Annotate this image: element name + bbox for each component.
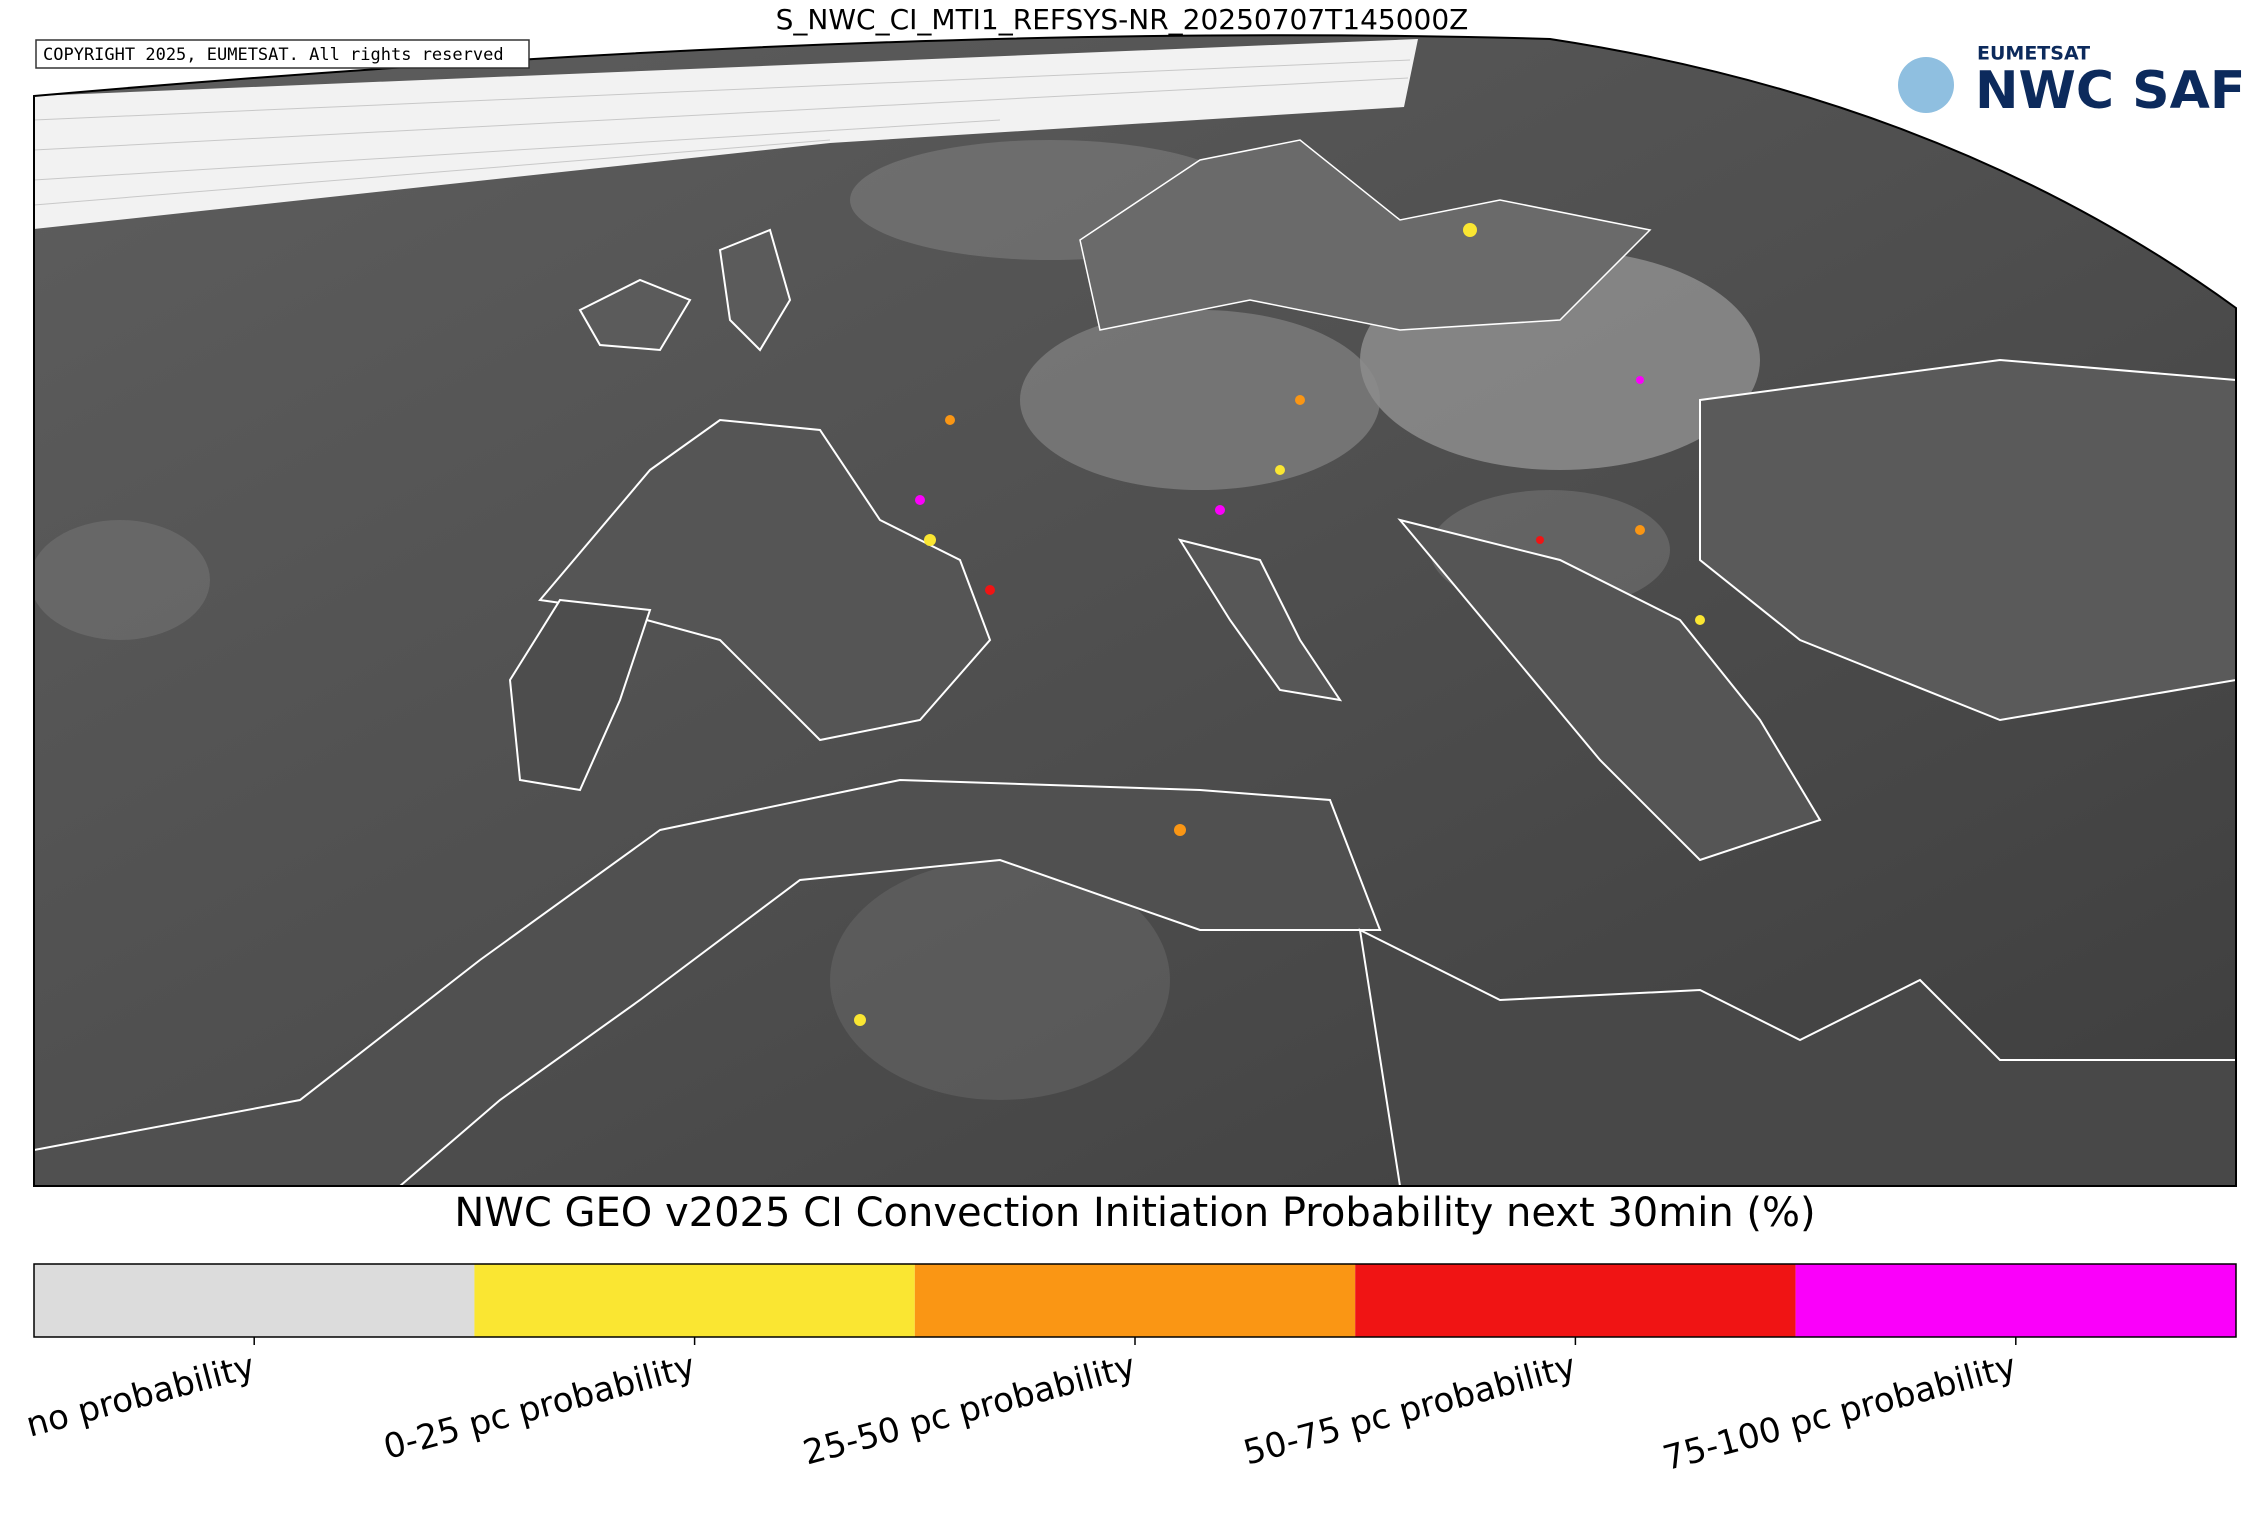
logo-name: NWC SAF bbox=[1975, 61, 2245, 121]
colorbar-segment bbox=[34, 1264, 475, 1337]
colorbar-label: 75-100 pc probability bbox=[1659, 1346, 2021, 1479]
colorbar-label: 0-25 pc probability bbox=[379, 1346, 699, 1468]
logo-org: EUMETSAT bbox=[1977, 43, 2090, 65]
colorbar-segment bbox=[1355, 1264, 1796, 1337]
colorbar-label: 25-50 pc probability bbox=[799, 1346, 1140, 1473]
colorbar-label: 50-75 pc probability bbox=[1239, 1346, 1580, 1473]
logo: EUMETSAT NWC SAF bbox=[1898, 43, 2245, 121]
map-title: S_NWC_CI_MTI1_REFSYS-NR_20250707T145000Z bbox=[776, 3, 1469, 36]
satellite-image bbox=[34, 35, 2236, 1187]
copyright: COPYRIGHT 2025, EUMETSAT. All rights res… bbox=[43, 45, 504, 65]
colorbar: no probability 0-25 pc probability 25-50 p… bbox=[22, 1263, 2237, 1479]
copyright-box bbox=[35, 39, 530, 69]
colorbar-border bbox=[33, 1263, 2237, 1338]
colorbar-segment bbox=[1795, 1264, 2236, 1337]
colorbar-label: no probability bbox=[22, 1346, 259, 1445]
colorbar-segment bbox=[474, 1264, 915, 1337]
colorbar-title: NWC GEO v2025 CI Convection Initiation P… bbox=[454, 1190, 1815, 1236]
colorbar-segment bbox=[914, 1264, 1356, 1337]
